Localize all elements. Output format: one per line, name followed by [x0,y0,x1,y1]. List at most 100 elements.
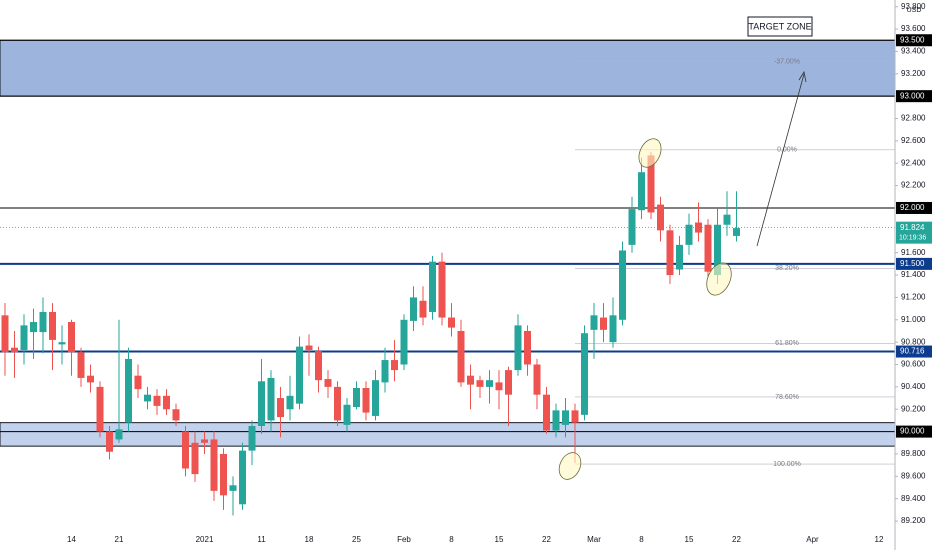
y-tick-label: 90.600 [901,360,926,369]
y-tick-label: 92.200 [901,181,926,190]
candle-body [495,382,503,391]
candle-body [400,319,408,365]
candle-body [476,380,484,387]
candle-body [609,315,617,343]
arrow-head [798,70,807,83]
target-zone-label: TARGET ZONE [748,21,811,31]
y-tick-label: 93.400 [901,47,926,56]
y-tick-label: 90.400 [901,382,926,391]
candle-body [647,155,655,213]
candle-body [353,387,360,408]
levels [0,39,895,433]
level-label: 92.000 [900,203,925,212]
candle-body [590,315,598,330]
y-tick-label: 89.600 [901,471,926,480]
candle-body [448,317,455,328]
zone [0,39,896,97]
time-axis: 14 21 2021 11 18 25 Feb 8 15 22 Mar 8 15 22 Apr 12 [67,535,884,544]
candle-body [49,311,56,340]
level-label-box [896,345,932,358]
fib-label: 100.00% [773,461,801,468]
target-zone-box [747,16,813,37]
level-label: 93.500 [900,35,925,44]
level-label-box [896,425,932,438]
candle-body [571,410,579,423]
fib-label: 0.00% [777,147,797,154]
y-tick-label: 90.200 [901,404,926,413]
candle-body [77,352,85,378]
x-tick-label: Apr [806,535,819,544]
x-tick-label: 15 [685,535,694,544]
candle-body [125,358,132,423]
candle-body [552,410,560,431]
candle-body [153,395,161,406]
candle-body [11,347,18,353]
candle-body [239,450,246,505]
candle-body [134,375,142,390]
candle-body [144,394,151,402]
level-label: 91.500 [900,259,925,268]
candle-body [277,398,284,418]
annotations: TARGET ZONE [558,16,813,480]
x-tick-label: 21 [115,535,124,544]
candle-body [543,394,550,431]
candle-body [505,370,512,395]
candle-body [533,364,541,395]
candle-body [343,404,351,425]
x-tick-label: 14 [67,535,76,544]
candle-body [324,379,332,387]
candle-body [96,386,104,432]
x-tick-label: 8 [449,535,454,544]
candle-body [628,209,636,245]
candle-body [704,224,712,272]
candle-body [600,317,607,330]
candle-body [714,224,721,276]
x-tick-label: 25 [352,535,361,544]
highlight-ellipse [706,262,732,296]
highlight-ellipse [638,138,662,168]
candle-body [248,426,256,451]
y-tick-label: 91.400 [901,270,926,279]
level-label: 93.000 [900,91,925,100]
candle-body [191,442,199,475]
x-tick-label: 12 [875,535,884,544]
x-tick-label: 15 [495,535,504,544]
price-axis: USD 93.800 93.600 93.400 93.200 92.800 92.600… [894,0,932,550]
highlight-ellipse [558,452,582,480]
zones [0,39,896,447]
level-label-box [896,34,932,47]
y-tick-label: 93.200 [901,69,926,78]
y-tick-label: 93.600 [901,24,926,33]
x-tick-label: Mar [587,535,601,544]
candle-body [429,261,436,312]
candle-body [1,315,9,353]
candle-body [467,375,474,385]
currency: USD [907,7,922,14]
x-tick-label: 11 [257,535,266,544]
x-tick-label: 22 [732,535,741,544]
y-tick-label: 90.800 [901,337,926,346]
x-tick-label: Feb [397,535,411,544]
y-tick-label: 91.600 [901,248,926,257]
fib-label: -37.00% [774,58,800,65]
candle-body [210,439,218,491]
candle-body [334,386,341,421]
candle-body [267,377,275,421]
y-tick-label: 93.800 [901,2,926,11]
candle-body [391,360,398,371]
fibonacci: -37.00% 0.00% 38.20% 61.80% 78.60% 100.00% [575,58,895,468]
candle-body [666,230,674,276]
candle-body [733,228,740,236]
candle-body [514,325,522,371]
candle-body [581,333,588,415]
candle-body [562,410,569,425]
level-label-box [896,257,932,270]
candle-body [305,345,313,350]
fib-label: 78.60% [775,394,799,401]
candle-body [258,381,265,427]
fib-label: 61.80% [775,340,799,347]
candle-body [638,172,645,211]
last-price-box [896,221,932,244]
